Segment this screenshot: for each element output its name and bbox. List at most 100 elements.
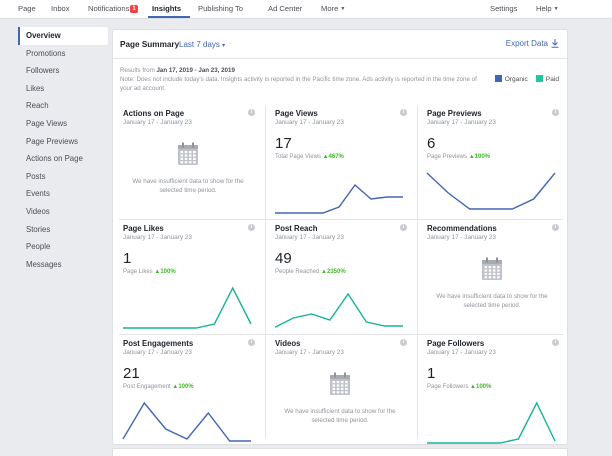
card-date-range: January 17 - January 23 xyxy=(427,119,496,126)
sidebar-item-messages[interactable]: Messages xyxy=(26,259,62,269)
export-data-button[interactable]: Export Data xyxy=(506,39,559,48)
sidebar-item-page-views[interactable]: Page Views xyxy=(26,118,68,128)
chevron-down-icon: ▾ xyxy=(222,43,226,49)
metric-label: Page Likes ▲100% xyxy=(123,269,176,275)
nav-tab-more[interactable]: More ▼ xyxy=(321,4,345,13)
sidebar-item-posts[interactable]: Posts xyxy=(26,171,46,181)
sparkline-series xyxy=(275,183,403,214)
metric-value: 17 xyxy=(275,135,292,152)
card-date-range: January 17 - January 23 xyxy=(275,119,344,126)
grid-divider xyxy=(265,106,266,438)
calendar-icon xyxy=(330,372,350,395)
nav-tab-ad-center[interactable]: Ad Center xyxy=(268,4,303,13)
results-date-range: Jan 17, 2019 - Jan 23, 2019 xyxy=(156,67,235,74)
metric-label-text: People Reached xyxy=(275,269,320,275)
info-icon[interactable]: i xyxy=(248,224,255,231)
metric-change: ▲100% xyxy=(172,384,193,390)
card-title: Page Previews xyxy=(427,109,482,118)
card-title: Post Reach xyxy=(275,224,318,233)
page-summary-title: Page Summary xyxy=(120,40,180,49)
metric-card-post-reach[interactable]: Post Reach January 17 - January 23 i 49 Peop… xyxy=(273,224,413,336)
trend-up-icon: ▲ xyxy=(468,154,475,160)
date-range-label: Last 7 days xyxy=(179,40,220,49)
sidebar-item-followers[interactable]: Followers xyxy=(26,66,60,76)
metric-card-page-views[interactable]: Page Views January 17 - January 23 i 17 Tota… xyxy=(273,109,413,221)
sparkline-chart xyxy=(122,401,251,442)
card-title: Page Views xyxy=(275,109,318,118)
card-date-range: January 17 - January 23 xyxy=(123,119,192,126)
legend-organic-swatch xyxy=(494,75,502,82)
sparkline-series xyxy=(123,286,252,329)
metric-label: Post Engagement ▲100% xyxy=(123,384,194,390)
card-date-range: January 17 - January 23 xyxy=(275,234,344,241)
info-icon[interactable]: i xyxy=(400,339,407,346)
info-icon[interactable]: i xyxy=(400,224,407,231)
info-icon[interactable]: i xyxy=(400,109,407,116)
nav-tab-insights[interactable]: Insights xyxy=(152,4,182,13)
sidebar-item-promotions[interactable]: Promotions xyxy=(26,48,66,58)
metric-value: 1 xyxy=(427,365,436,382)
active-tab-underline xyxy=(148,16,190,18)
info-icon[interactable]: i xyxy=(248,109,255,116)
insufficient-data-message: We have insufficient data to show for th… xyxy=(132,178,244,194)
nav-tab-page[interactable]: Page xyxy=(18,4,36,13)
results-prefix: Results from xyxy=(120,67,157,74)
metric-value: 49 xyxy=(275,250,292,267)
metric-card-page-followers[interactable]: Page Followers January 17 - January 23 i 1 P… xyxy=(425,339,565,451)
metric-label-text: Page Likes xyxy=(123,269,153,275)
metric-change-value: 467% xyxy=(328,154,344,160)
metric-card-actions-on-page[interactable]: Actions on Page January 17 - January 23 i W… xyxy=(121,109,261,221)
sparkline-chart xyxy=(426,172,556,210)
nav-tab-notifications-label: Notifications xyxy=(88,4,130,13)
sidebar-item-events[interactable]: Events xyxy=(26,189,50,199)
legend-organic: Organic xyxy=(494,75,528,83)
sparkline-series xyxy=(122,401,251,442)
metric-change: ▲100% xyxy=(154,269,175,275)
metric-card-recommendations[interactable]: Recommendations January 17 - January 23 i W… xyxy=(425,224,565,336)
legend-paid: Paid xyxy=(535,75,559,83)
next-section-edge xyxy=(112,448,568,456)
trend-up-icon: ▲ xyxy=(154,269,161,275)
nav-help-label: Help xyxy=(536,4,552,13)
metric-change: ▲2350% xyxy=(321,269,346,275)
sidebar-item-page-previews[interactable]: Page Previews xyxy=(26,136,79,146)
sidebar-item-likes[interactable]: Likes xyxy=(26,83,45,93)
metric-card-post-engagements[interactable]: Post Engagements January 17 - January 23 i… xyxy=(121,339,261,451)
sparkline-chart xyxy=(275,183,403,214)
card-title: Page Followers xyxy=(427,339,485,348)
metric-label-text: Total Page Views xyxy=(275,154,321,160)
results-note: Results from Jan 17, 2019 - Jan 23, 2019… xyxy=(120,67,480,93)
insights-sidebar: Overview Promotions Followers Likes Reac… xyxy=(18,27,108,273)
metric-change-value: 100% xyxy=(475,384,492,390)
sidebar-item-reach[interactable]: Reach xyxy=(26,101,49,111)
metric-card-page-previews[interactable]: Page Previews January 17 - January 23 i 6 Pa… xyxy=(425,109,565,221)
page-summary-panel: Page Summary Last 7 days ▾ Export Data R… xyxy=(112,29,568,445)
insufficient-data-message: We have insufficient data to show for th… xyxy=(284,408,396,424)
sidebar-item-actions-on-page[interactable]: Actions on Page xyxy=(26,154,83,164)
nav-tab-inbox[interactable]: Inbox xyxy=(51,4,70,13)
trend-up-icon: ▲ xyxy=(470,384,476,390)
metric-change-value: 100% xyxy=(160,269,176,275)
info-icon[interactable]: i xyxy=(552,339,559,346)
metric-change-value: 100% xyxy=(474,154,491,160)
nav-tab-notifications[interactable]: Notifications 1 xyxy=(88,4,138,13)
info-icon[interactable]: i xyxy=(248,339,255,346)
nav-tab-publishing-tools[interactable]: Publishing To xyxy=(198,4,244,13)
metric-card-page-likes[interactable]: Page Likes January 17 - January 23 i 1 Page … xyxy=(121,224,261,336)
sidebar-item-videos[interactable]: Videos xyxy=(26,206,50,216)
trend-up-icon: ▲ xyxy=(322,154,329,160)
nav-settings[interactable]: Settings xyxy=(490,4,518,13)
sidebar-item-people[interactable]: People xyxy=(26,242,51,252)
metric-change-value: 100% xyxy=(178,384,194,390)
metric-card-videos[interactable]: Videos January 17 - January 23 i We have in… xyxy=(273,339,413,451)
sidebar-item-stories[interactable]: Stories xyxy=(26,224,51,234)
metric-change-value: 2350% xyxy=(327,269,346,275)
nav-help[interactable]: Help ▼ xyxy=(536,4,559,13)
info-icon[interactable]: i xyxy=(552,224,559,231)
info-icon[interactable]: i xyxy=(552,109,559,116)
trend-up-icon: ▲ xyxy=(172,384,179,390)
date-range-select[interactable]: Last 7 days ▾ xyxy=(179,40,225,49)
sidebar-item-overview[interactable]: Overview xyxy=(18,27,108,45)
chart-legend: Organic Paid xyxy=(494,75,559,83)
card-date-range: January 17 - January 23 xyxy=(275,349,344,356)
